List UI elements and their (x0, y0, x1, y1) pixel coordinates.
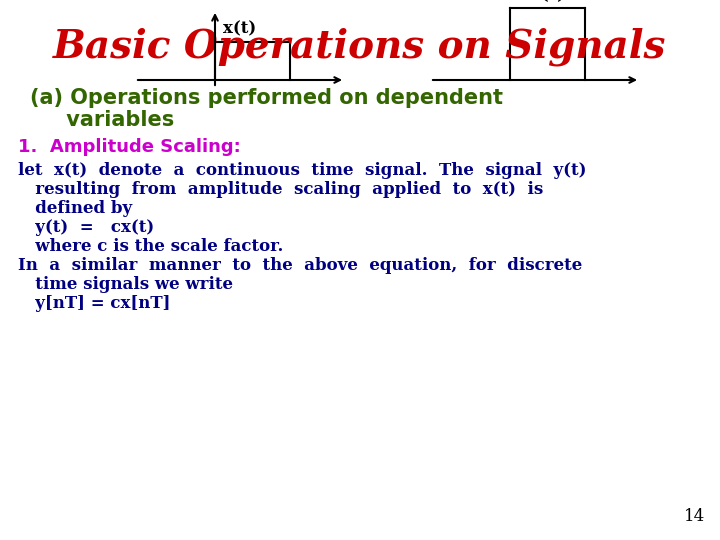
Text: In  a  similar  manner  to  the  above  equation,  for  discrete: In a similar manner to the above equatio… (18, 257, 582, 274)
Text: resulting  from  amplitude  scaling  applied  to  x(t)  is: resulting from amplitude scaling applied… (18, 181, 544, 198)
Text: time signals we write: time signals we write (18, 276, 233, 293)
Text: defined by: defined by (18, 200, 132, 217)
Text: y[nT] = cx[nT]: y[nT] = cx[nT] (18, 295, 171, 312)
Text: let  x(t)  denote  a  continuous  time  signal.  The  signal  y(t): let x(t) denote a continuous time signal… (18, 162, 587, 179)
Text: 1.  Amplitude Scaling:: 1. Amplitude Scaling: (18, 138, 240, 156)
Text: y(t)  =   cx(t): y(t) = cx(t) (18, 219, 154, 236)
Text: where c is the scale factor.: where c is the scale factor. (18, 238, 284, 255)
Text: x(t): x(t) (223, 20, 256, 37)
Text: variables: variables (30, 110, 174, 130)
Text: (a) Operations performed on dependent: (a) Operations performed on dependent (30, 88, 503, 108)
Text: 14: 14 (684, 508, 705, 525)
Text: Basic Operations on Signals: Basic Operations on Signals (53, 28, 667, 66)
Text: 2x(t): 2x(t) (518, 0, 567, 3)
